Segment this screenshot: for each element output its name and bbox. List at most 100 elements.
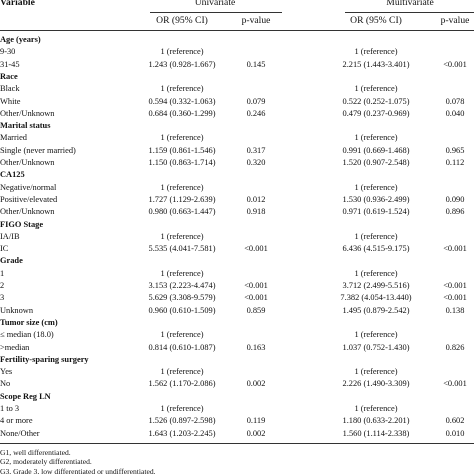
cell-uni-or: 1 (reference) xyxy=(160,231,204,241)
cell-uni-or: 1 (reference) xyxy=(160,268,204,278)
header-uni-or: OR (95% CI) xyxy=(156,15,208,26)
cell-multi-or: 1 (reference) xyxy=(354,47,398,57)
footnote: G1, well differentiated. xyxy=(0,447,71,457)
cell-multi-or: 2.215 (1.443-3.401) xyxy=(342,59,410,69)
cell-multi-or: 1.520 (0.907-2.548) xyxy=(342,158,410,167)
row-label: Yes xyxy=(0,367,13,377)
cell-uni-p: 0.002 xyxy=(246,379,266,389)
cell-multi-or: 1 (reference) xyxy=(354,268,398,278)
rule xyxy=(345,12,474,13)
cell-uni-or: 1.150 (0.863-1.714) xyxy=(148,158,216,167)
row-label: Black xyxy=(0,84,20,94)
cell-uni-p: <0.001 xyxy=(244,293,268,303)
cell-multi-or: 2.226 (1.490-3.309) xyxy=(342,379,410,389)
cell-uni-p: 0.012 xyxy=(246,194,266,204)
row-label: ≤ median (18.0) xyxy=(0,330,54,340)
cell-multi-p: 0.112 xyxy=(445,158,465,167)
footnote: G3, Grade 3, low differentiated or undif… xyxy=(0,466,156,474)
footnote: G2, moderately differentiated. xyxy=(0,457,92,467)
cell-uni-p: 0.163 xyxy=(246,342,266,352)
group-label: Scope Reg LN xyxy=(0,391,51,401)
header-multi-p: p-value xyxy=(440,15,470,26)
cell-multi-or: 1 (reference) xyxy=(354,404,398,413)
cell-uni-or: 1.243 (0.928-1.667) xyxy=(148,59,216,69)
row-label: No xyxy=(0,379,11,389)
cell-multi-p: <0.001 xyxy=(443,379,467,389)
cell-multi-or: 1 (reference) xyxy=(354,133,398,143)
cell-multi-p: <0.001 xyxy=(443,59,467,69)
cell-uni-or: 0.980 (0.663-1.447) xyxy=(148,207,216,217)
row-label: IA/IB xyxy=(0,231,20,241)
cell-uni-or: 0.684 (0.360-1.299) xyxy=(148,108,216,118)
cell-uni-or: 5.535 (4.041-7.581) xyxy=(148,244,216,254)
row-label: 4 or more xyxy=(0,416,33,426)
group-label: CA125 xyxy=(0,170,25,180)
cell-uni-p: 0.079 xyxy=(246,96,266,106)
cell-uni-or: 1.526 (0.897-2.598) xyxy=(148,416,216,426)
cell-multi-or: 7.382 (4.054-13.440) xyxy=(340,293,412,303)
cell-uni-or: 1 (reference) xyxy=(160,367,204,377)
row-label: 9-30 xyxy=(0,47,16,57)
row-label: Negative/normal xyxy=(0,182,57,192)
cell-uni-or: 1.562 (1.170-2.086) xyxy=(148,379,216,389)
header-multi-or: OR (95% CI) xyxy=(350,15,402,26)
cell-multi-or: 1 (reference) xyxy=(354,367,398,377)
cell-uni-p: <0.001 xyxy=(244,281,268,290)
cell-uni-p: 0.918 xyxy=(246,207,266,217)
group-label: Tumor size (cm) xyxy=(0,317,58,327)
cell-uni-or: 1 (reference) xyxy=(160,47,204,57)
cell-uni-or: 0.594 (0.332-1.063) xyxy=(148,96,216,106)
cell-uni-p: 0.145 xyxy=(246,59,266,69)
cell-uni-or: 1.159 (0.861-1.546) xyxy=(148,145,216,155)
cell-uni-or: 0.960 (0.610-1.509) xyxy=(148,305,216,315)
cell-uni-or: 1 (reference) xyxy=(160,404,204,413)
header-univariate: Univariate xyxy=(194,0,236,8)
header-uni-p: p-value xyxy=(241,15,271,26)
cell-multi-or: 1 (reference) xyxy=(354,231,398,241)
cell-multi-p: 0.090 xyxy=(445,194,465,204)
group-label: Fertility-sparing surgery xyxy=(0,354,89,364)
cell-uni-or: 1 (reference) xyxy=(160,330,204,340)
cell-multi-p: 0.965 xyxy=(445,145,465,155)
group-label: Grade xyxy=(0,256,23,266)
cell-uni-or: 1.643 (1.203-2.245) xyxy=(148,428,216,438)
row-label: 31-45 xyxy=(0,59,20,69)
cell-uni-p: 0.317 xyxy=(246,145,266,155)
row-label: Other/Unknown xyxy=(0,158,55,167)
cell-multi-or: 1.037 (0.752-1.430) xyxy=(342,342,410,352)
row-label: Married xyxy=(0,133,27,143)
cell-uni-p: 0.320 xyxy=(246,158,266,167)
cell-multi-or: 6.436 (4.515-9.175) xyxy=(342,244,410,254)
cell-multi-or: 0.522 (0.252-1.075) xyxy=(342,96,410,106)
cell-uni-p: <0.001 xyxy=(244,244,268,254)
cell-multi-or: 1.180 (0.633-2.201) xyxy=(342,416,410,426)
row-label: Other/Unknown xyxy=(0,207,55,217)
group-label: FIGO Stage xyxy=(0,219,44,229)
row-label: 3 xyxy=(0,293,5,303)
row-label: 1 xyxy=(0,268,5,278)
cell-multi-or: 1 (reference) xyxy=(354,330,398,340)
cell-uni-or: 1 (reference) xyxy=(160,133,204,143)
cell-multi-or: 0.991 (0.669-1.468) xyxy=(342,145,410,155)
cell-multi-or: 0.971 (0.619-1.524) xyxy=(342,207,410,217)
cell-multi-p: <0.001 xyxy=(443,244,467,254)
cell-uni-or: 1 (reference) xyxy=(160,84,204,94)
cell-multi-p: 0.896 xyxy=(445,207,465,217)
rule xyxy=(0,30,474,31)
row-label: Positive/elevated xyxy=(0,194,58,204)
header-multivariate: Multivariate xyxy=(386,0,434,8)
cell-uni-p: 0.859 xyxy=(246,305,266,315)
row-label: >median xyxy=(0,342,30,352)
cell-multi-p: 0.078 xyxy=(445,96,465,106)
cell-multi-p: 0.138 xyxy=(445,305,465,315)
group-label: Age (years) xyxy=(0,35,41,44)
cell-multi-or: 3.712 (2.499-5.516) xyxy=(342,281,410,290)
group-label: Marital status xyxy=(0,121,51,131)
cell-uni-or: 1 (reference) xyxy=(160,182,204,192)
cell-multi-p: 0.602 xyxy=(445,416,465,426)
cell-multi-or: 1.495 (0.879-2.542) xyxy=(342,305,410,315)
row-label: 1 to 3 xyxy=(0,404,20,413)
cell-multi-or: 1 (reference) xyxy=(354,84,398,94)
cell-multi-or: 1.560 (1.114-2.338) xyxy=(342,428,410,438)
